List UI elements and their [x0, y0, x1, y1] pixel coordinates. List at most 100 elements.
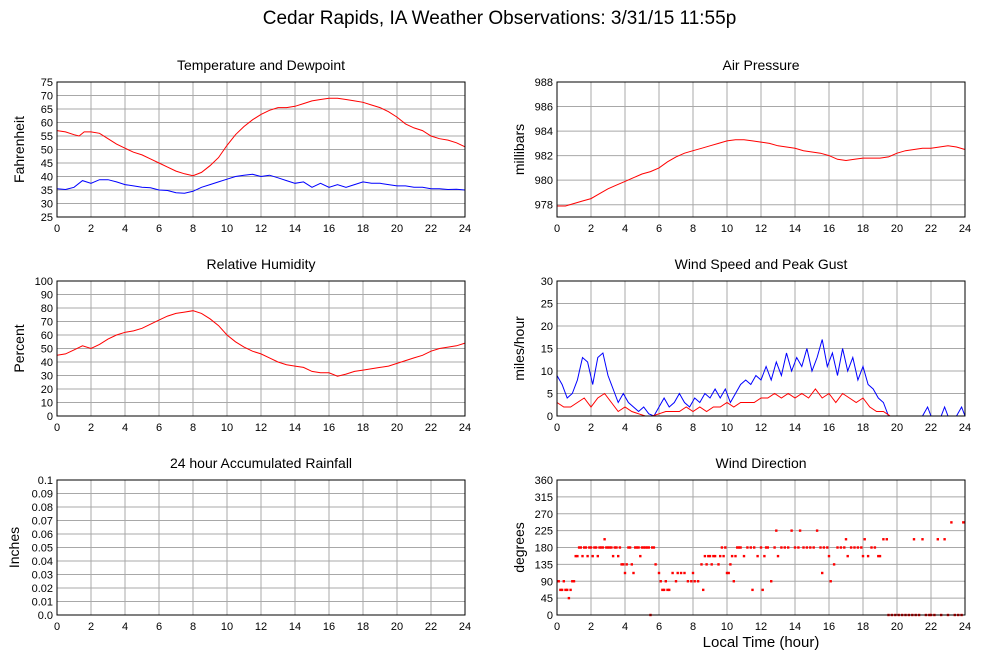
data-point — [708, 554, 712, 558]
data-point — [566, 588, 569, 592]
y-tick-label: 30 — [41, 199, 53, 211]
data-point — [863, 538, 866, 541]
data-point — [683, 571, 686, 575]
x-tick-label: 2 — [88, 621, 94, 633]
data-point — [950, 521, 953, 524]
data-point — [632, 571, 635, 575]
y-tick-label: 988 — [535, 77, 553, 89]
chart-title: Wind Speed and Peak Gust — [675, 256, 848, 272]
chart-title: 24 hour Accumulated Rainfall — [170, 455, 352, 471]
data-point — [912, 538, 916, 541]
x-tick-label: 22 — [925, 422, 937, 434]
data-point — [746, 546, 749, 549]
x-tick-label: 6 — [156, 422, 162, 434]
data-point — [819, 546, 822, 549]
x-tick-label: 22 — [925, 621, 937, 633]
data-point — [797, 546, 800, 549]
y-tick-label: 360 — [535, 475, 553, 487]
chart-title: Relative Humidity — [207, 256, 316, 272]
y-tick-label: 0.05 — [32, 543, 53, 555]
y-tick-label: 50 — [41, 145, 53, 157]
x-tick-label: 24 — [959, 223, 971, 235]
y-tick-label: 0 — [547, 411, 553, 423]
y-tick-label: 100 — [35, 276, 53, 288]
y-tick-label: 30 — [41, 371, 53, 383]
data-point — [742, 554, 746, 558]
x-tick-label: 18 — [357, 223, 369, 235]
chart-title: Wind Direction — [715, 455, 806, 471]
plot-frame — [556, 81, 966, 218]
data-point — [836, 546, 839, 549]
x-tick-label: 2 — [588, 223, 594, 235]
series-line-0 — [56, 97, 466, 177]
y-tick-label: 60 — [41, 118, 53, 130]
y-tick-label: 10 — [41, 398, 53, 410]
data-point — [642, 546, 645, 549]
x-tick-label: 2 — [588, 621, 594, 633]
y-tick-label: 5 — [547, 389, 553, 401]
y-tick-label: 0.04 — [32, 556, 53, 568]
data-point — [729, 563, 732, 566]
y-tick-label: 20 — [541, 321, 553, 333]
data-point — [676, 571, 679, 575]
data-point — [775, 529, 778, 532]
data-point — [921, 538, 924, 541]
data-point — [645, 546, 649, 549]
x-tick-label: 22 — [425, 422, 437, 434]
y-tick-label: 980 — [535, 175, 553, 187]
data-point — [790, 529, 793, 532]
y-tick-label: 50 — [41, 344, 53, 356]
data-point — [661, 588, 664, 592]
data-point — [690, 580, 693, 583]
y-tick-label: 0.02 — [32, 583, 53, 595]
data-point — [630, 563, 633, 566]
data-point — [703, 554, 707, 558]
data-point — [753, 546, 756, 549]
x-tick-label: 20 — [391, 422, 403, 434]
data-point — [885, 538, 888, 541]
data-point — [639, 554, 642, 558]
data-point — [812, 546, 815, 549]
x-tick-label: 6 — [656, 223, 662, 235]
y-tick-label: 0 — [47, 411, 53, 423]
data-point — [773, 546, 776, 549]
data-point — [625, 563, 628, 566]
data-point — [761, 588, 764, 592]
data-point — [809, 546, 812, 549]
data-point — [821, 571, 824, 575]
x-tick-label: 20 — [391, 223, 403, 235]
x-tick-label: 16 — [323, 621, 335, 633]
x-tick-label: 0 — [554, 223, 560, 235]
chart-title: Temperature and Dewpoint — [177, 57, 345, 73]
x-tick-label: 22 — [425, 223, 437, 235]
data-point — [839, 546, 843, 549]
data-point — [776, 554, 780, 558]
x-tick-label: 8 — [690, 621, 696, 633]
data-point — [827, 554, 831, 558]
x-tick-label: 0 — [554, 422, 560, 434]
y-tick-label: 40 — [41, 172, 53, 184]
x-tick-label: 18 — [357, 621, 369, 633]
data-point — [763, 554, 766, 558]
data-point — [622, 563, 625, 566]
data-point — [870, 546, 873, 549]
data-point — [936, 538, 939, 541]
y-tick-label: 0.03 — [32, 570, 53, 582]
data-point — [766, 546, 769, 549]
y-tick-label: 0.07 — [32, 516, 53, 528]
x-tick-label: 8 — [690, 422, 696, 434]
data-point — [605, 546, 608, 549]
plot-frame — [56, 81, 466, 218]
data-point — [873, 546, 877, 549]
data-point — [860, 546, 863, 549]
data-point — [861, 554, 865, 558]
data-point — [674, 580, 678, 583]
plot-frame — [56, 280, 466, 417]
x-tick-label: 16 — [823, 621, 835, 633]
x-tick-label: 10 — [721, 422, 733, 434]
data-point — [596, 554, 599, 558]
y-tick-label: 45 — [541, 593, 553, 605]
data-point — [567, 596, 571, 600]
x-tick-label: 20 — [891, 223, 903, 235]
